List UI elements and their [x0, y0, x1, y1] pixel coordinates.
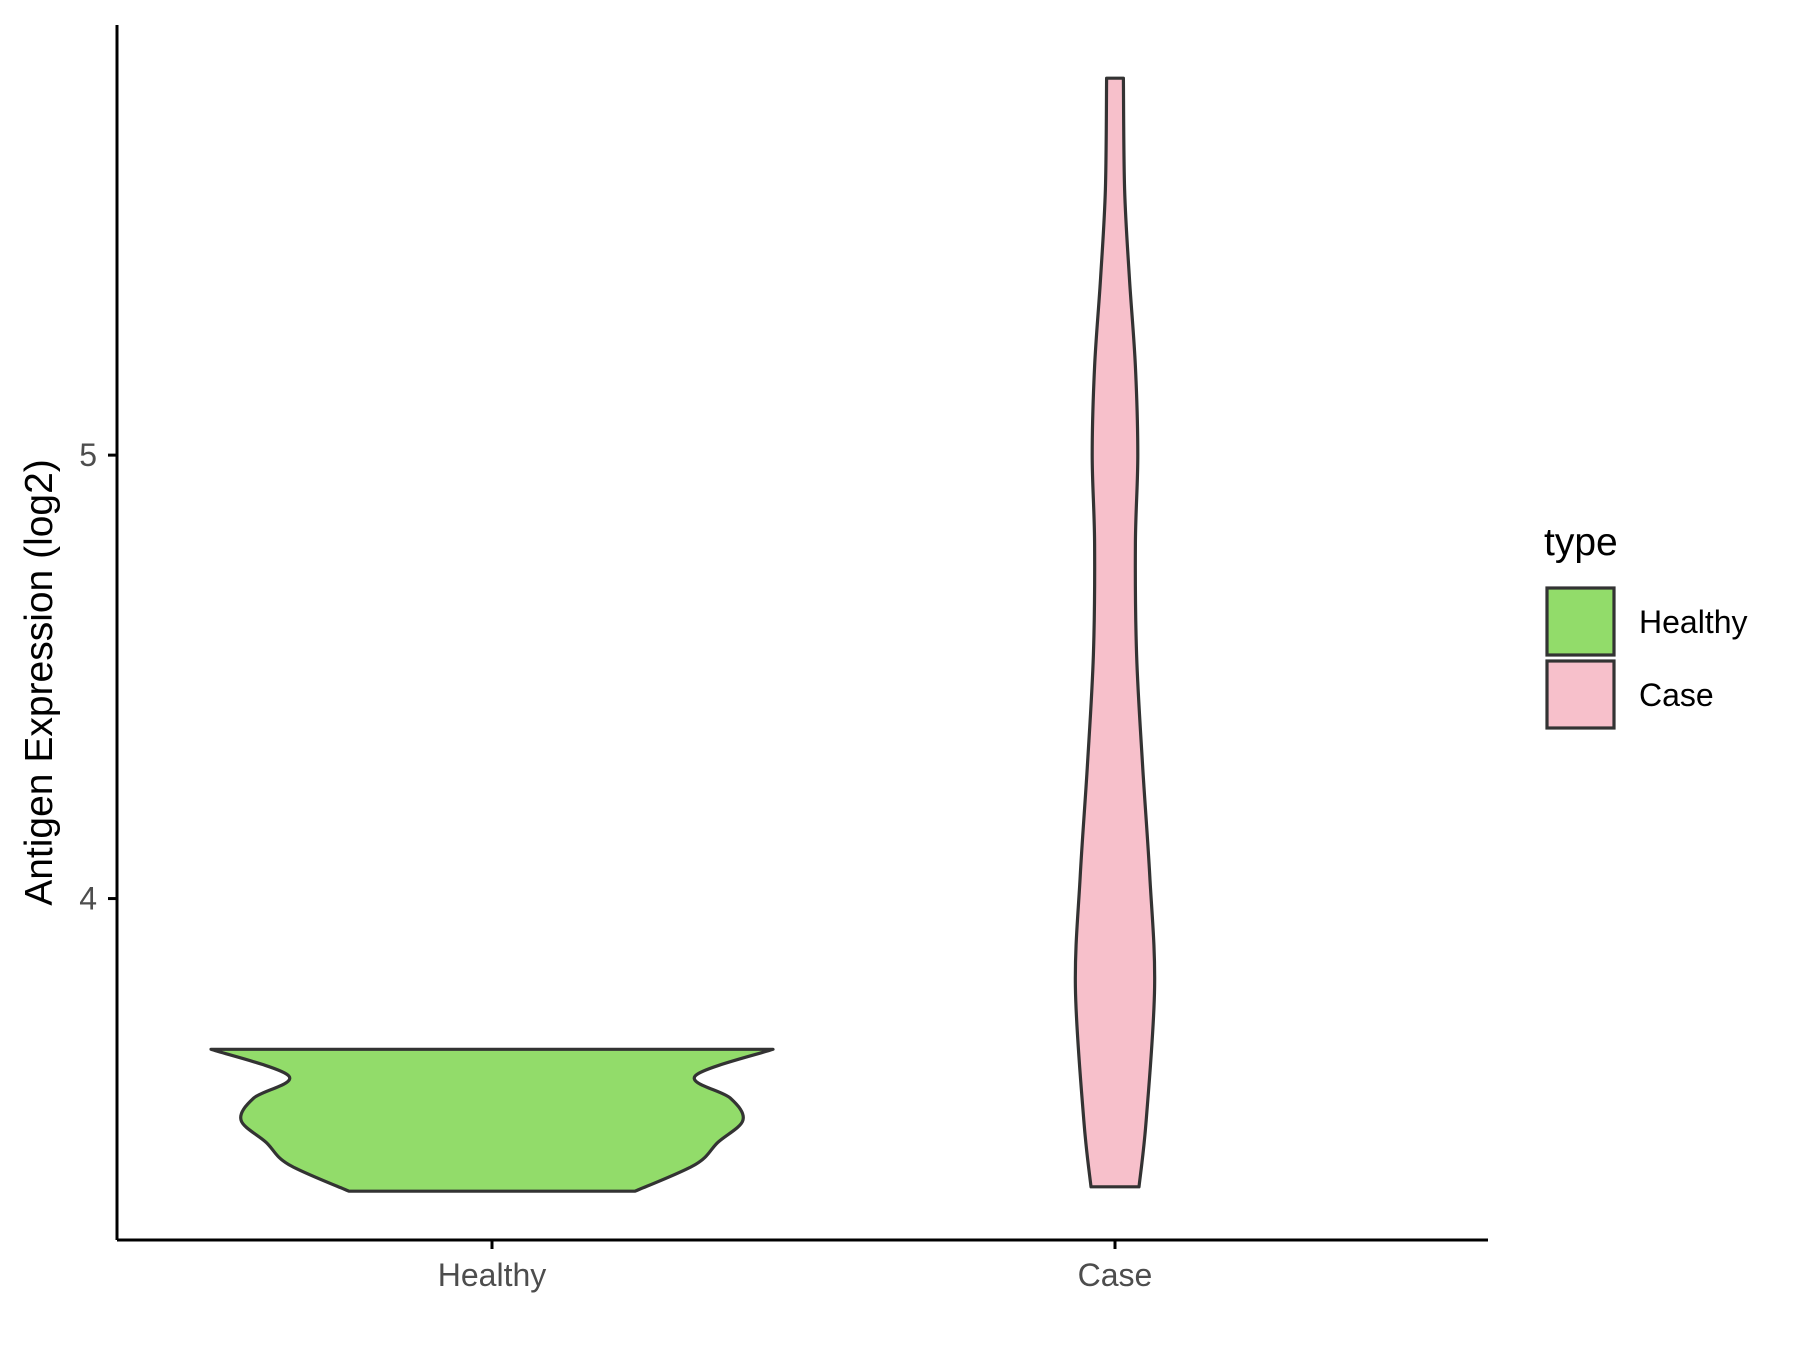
- y-axis-title: Antigen Expression (log2): [18, 459, 61, 906]
- y-ticks-group: 45: [79, 437, 117, 917]
- legend-label-healthy: Healthy: [1639, 604, 1748, 640]
- x-ticks-group: Healthy Case: [438, 1240, 1153, 1293]
- legend-label-case: Case: [1639, 677, 1714, 713]
- legend-entries: Healthy Case: [1545, 586, 1748, 730]
- axes-group: [115, 25, 1488, 1242]
- x-tick-label: Case: [1078, 1257, 1153, 1293]
- violin-healthy: [209, 1047, 775, 1193]
- legend: type Healthy Case: [1544, 521, 1748, 730]
- y-tick-label: 4: [79, 881, 97, 917]
- legend-title: type: [1544, 521, 1618, 564]
- legend-key-case: [1545, 659, 1616, 730]
- y-tick-label: 5: [79, 437, 97, 473]
- legend-key-healthy: [1545, 586, 1616, 657]
- violins-group: [209, 76, 1157, 1193]
- violin-case: [1073, 76, 1157, 1189]
- x-tick-label: Healthy: [438, 1257, 547, 1293]
